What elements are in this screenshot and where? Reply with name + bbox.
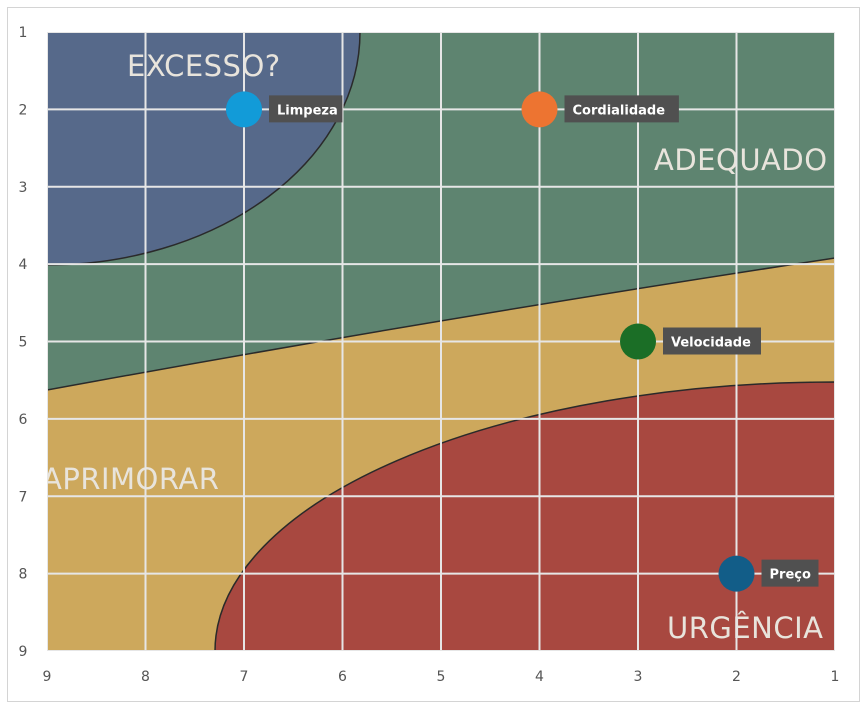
y-tick-label: 6: [19, 412, 28, 428]
y-tick-label: 7: [19, 489, 28, 505]
data-label-box: [269, 95, 343, 123]
data-label: Velocidade: [671, 336, 751, 351]
y-tick-label: 9: [19, 644, 28, 660]
x-tick-label: 4: [535, 669, 544, 685]
y-tick-label: 4: [19, 257, 28, 273]
y-tick-label: 5: [19, 335, 28, 351]
zone-label-excesso: EXCESSO?: [127, 49, 281, 83]
zone-label-adequado: ADEQUADO: [654, 143, 828, 177]
x-tick-label: 5: [437, 669, 446, 685]
data-label-box: [564, 95, 679, 123]
data-point: [521, 91, 558, 128]
data-label-box: [761, 559, 819, 587]
data-label: Preço: [770, 568, 811, 583]
x-tick-label: 6: [338, 669, 347, 685]
x-tick-label: 8: [141, 669, 150, 685]
zone-label-urgencia: URGÊNCIA: [667, 611, 824, 645]
zone-label-aprimorar: APRIMORAR: [42, 462, 219, 496]
x-tick-label: 9: [43, 669, 52, 685]
x-tick-label: 1: [831, 669, 840, 685]
data-point: [620, 323, 656, 360]
data-label-box: [663, 327, 761, 355]
data-label: Cordialidade: [573, 103, 666, 118]
x-tick-label: 2: [732, 669, 741, 685]
data-point: [718, 555, 755, 592]
y-tick-label: 2: [19, 102, 28, 118]
data-label: Limpeza: [277, 103, 338, 118]
zone-urgencia: [214, 381, 835, 651]
data-point: [226, 91, 262, 128]
y-tick-label: 3: [19, 180, 28, 196]
y-tick-label: 1: [19, 25, 28, 41]
y-tick-label: 8: [19, 567, 28, 583]
x-tick-label: 3: [634, 669, 643, 685]
zone-excesso: [47, 32, 361, 266]
x-tick-label: 7: [240, 669, 249, 685]
